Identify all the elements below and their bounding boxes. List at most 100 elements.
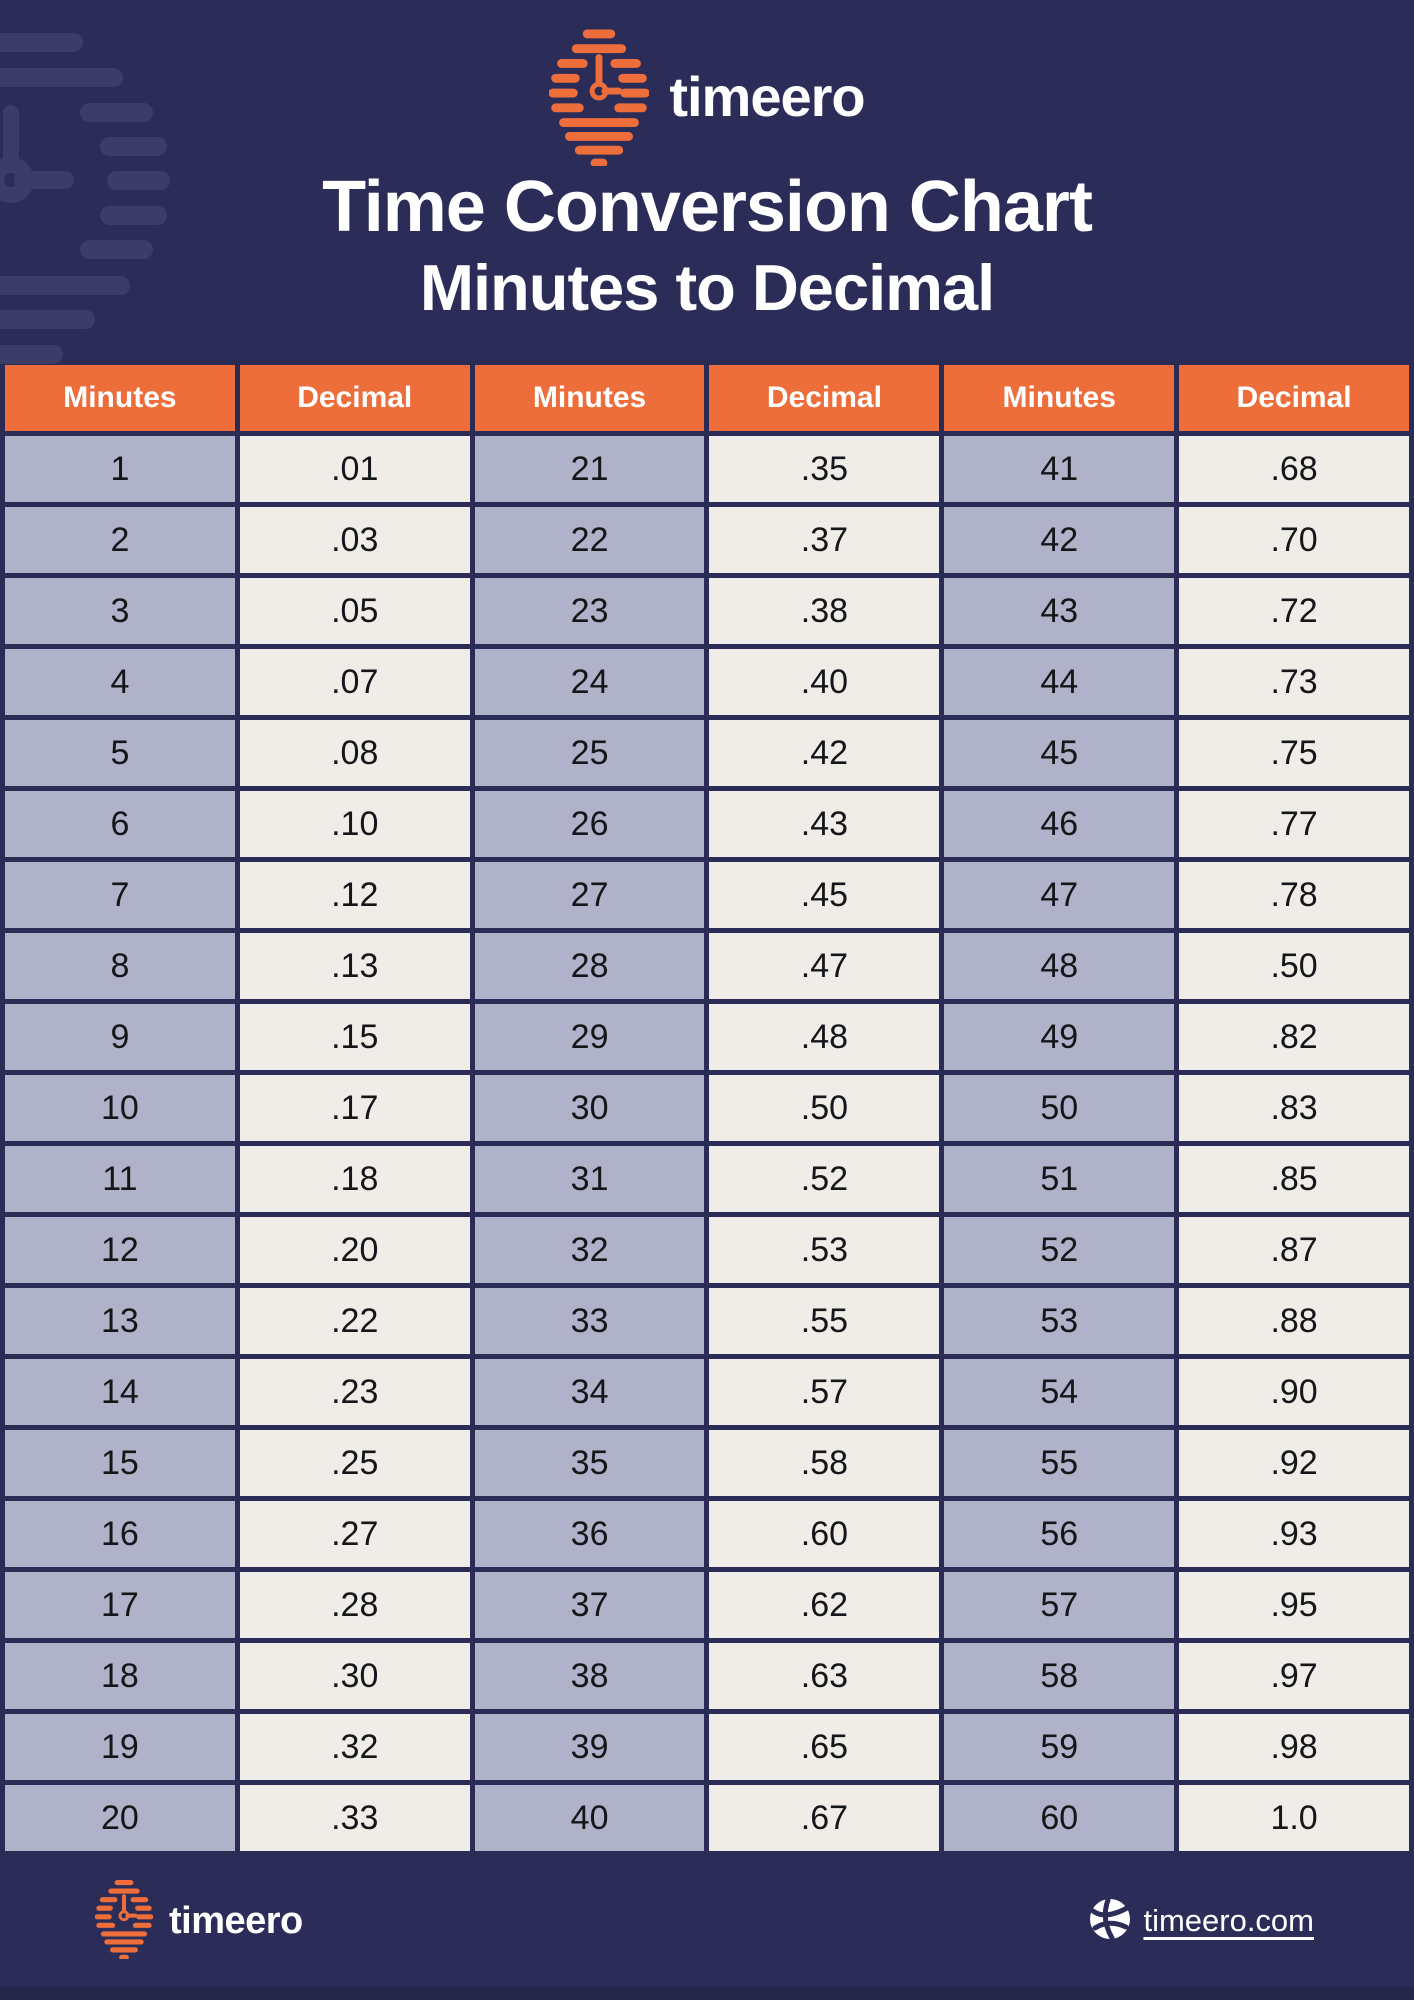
decimal-cell: .90 (1174, 1354, 1414, 1430)
minutes-cell: 17 (0, 1567, 240, 1643)
decimal-cell: .82 (1174, 999, 1414, 1075)
decimal-cell: .70 (1174, 502, 1414, 578)
table-row: 1.01 21.35 41.68 (0, 431, 1414, 507)
minutes-cell: 40 (469, 1780, 710, 1856)
table-row: 14.23 34.57 54.90 (0, 1354, 1414, 1430)
table-header-row: Minutes Decimal Minutes Decimal Minutes Decim… (0, 360, 1414, 436)
decimal-cell: .75 (1174, 715, 1414, 791)
minutes-cell: 18 (0, 1638, 240, 1714)
globe-icon (1089, 1897, 1131, 1945)
decimal-cell: .08 (234, 715, 475, 791)
page-title-line2: Minutes to Decimal (419, 250, 995, 324)
decimal-cell: .47 (704, 928, 945, 1004)
table-row: 8.13 28.47 48.50 (0, 928, 1414, 1004)
minutes-cell: 38 (469, 1638, 710, 1714)
decimal-cell: .25 (234, 1425, 475, 1501)
minutes-cell: 13 (0, 1283, 240, 1359)
table-row: 13.22 33.55 53.88 (0, 1283, 1414, 1359)
decimal-cell: .40 (704, 644, 945, 720)
minutes-cell: 30 (469, 1070, 710, 1146)
table-row: 2.03 22.37 42.70 (0, 502, 1414, 578)
decimal-cell: .50 (704, 1070, 945, 1146)
conversion-table: Minutes Decimal Minutes Decimal Minutes Decim… (0, 360, 1414, 1856)
minutes-cell: 25 (469, 715, 710, 791)
minutes-cell: 35 (469, 1425, 710, 1501)
minutes-cell: 4 (0, 644, 240, 720)
decimal-cell: .78 (1174, 857, 1414, 933)
page-title-line1: Time Conversion Chart (322, 167, 1093, 247)
minutes-cell: 56 (939, 1496, 1180, 1572)
conversion-table-section: Minutes Decimal Minutes Decimal Minutes Decim… (0, 360, 1414, 1856)
minutes-cell: 54 (939, 1354, 1180, 1430)
minutes-cell: 34 (469, 1354, 710, 1430)
decimal-cell: .07 (234, 644, 475, 720)
brand-wordmark: timeero (669, 64, 865, 128)
decimal-cell: .35 (704, 431, 945, 507)
minutes-cell: 2 (0, 502, 240, 578)
decimal-cell: .88 (1174, 1283, 1414, 1359)
decimal-cell: .28 (234, 1567, 475, 1643)
table-row: 3.05 23.38 43.72 (0, 573, 1414, 649)
table-row: 7.12 27.45 47.78 (0, 857, 1414, 933)
table-body: 1.01 21.35 41.68 2.03 22.37 42.70 3.05 23.38 43.… (0, 431, 1414, 1856)
minutes-cell: 37 (469, 1567, 710, 1643)
minutes-cell: 31 (469, 1141, 710, 1217)
decimal-cell: .65 (704, 1709, 945, 1785)
table-row: 20.33 40.67 60 1.0 (0, 1780, 1414, 1856)
decimal-cell: .43 (704, 786, 945, 862)
table-row: 18.30 38.63 58.97 (0, 1638, 1414, 1714)
column-header: Minutes (939, 360, 1180, 436)
decimal-cell: .01 (234, 431, 475, 507)
minutes-cell: 47 (939, 857, 1180, 933)
column-header: Decimal (704, 360, 945, 436)
page-header: timeero Time Conversion Chart Minutes to… (0, 0, 1414, 364)
decimal-cell: .10 (234, 786, 475, 862)
column-header: Minutes (469, 360, 710, 436)
minutes-cell: 60 (939, 1780, 1180, 1856)
minutes-cell: 8 (0, 928, 240, 1004)
minutes-cell: 33 (469, 1283, 710, 1359)
minutes-cell: 24 (469, 644, 710, 720)
minutes-cell: 27 (469, 857, 710, 933)
decimal-cell: .33 (234, 1780, 475, 1856)
decimal-cell: .72 (1174, 573, 1414, 649)
website-link[interactable]: timeero.com (1143, 1903, 1314, 1938)
minutes-cell: 12 (0, 1212, 240, 1288)
decimal-cell: .37 (704, 502, 945, 578)
minutes-cell: 16 (0, 1496, 240, 1572)
minutes-cell: 32 (469, 1212, 710, 1288)
decimal-cell: .63 (704, 1638, 945, 1714)
minutes-cell: 11 (0, 1141, 240, 1217)
decimal-cell: .83 (1174, 1070, 1414, 1146)
table-row: 5.08 25.42 45.75 (0, 715, 1414, 791)
decimal-cell: .48 (704, 999, 945, 1075)
decimal-cell: .98 (1174, 1709, 1414, 1785)
minutes-cell: 7 (0, 857, 240, 933)
minutes-cell: 19 (0, 1709, 240, 1785)
decimal-cell: .97 (1174, 1638, 1414, 1714)
decimal-cell: .93 (1174, 1496, 1414, 1572)
decimal-cell: .32 (234, 1709, 475, 1785)
minutes-cell: 51 (939, 1141, 1180, 1217)
table-row: 4.07 24.40 44.73 (0, 644, 1414, 720)
table-row: 16.27 36.60 56.93 (0, 1496, 1414, 1572)
decimal-cell: .95 (1174, 1567, 1414, 1643)
footer-website-lockup: timeero.com (1089, 1897, 1314, 1945)
table-row: 10.17 30.50 50.83 (0, 1070, 1414, 1146)
minutes-cell: 28 (469, 928, 710, 1004)
minutes-cell: 22 (469, 502, 710, 578)
decimal-cell: .45 (704, 857, 945, 933)
decimal-cell: .87 (1174, 1212, 1414, 1288)
minutes-cell: 55 (939, 1425, 1180, 1501)
column-header: Decimal (234, 360, 475, 436)
decimal-cell: .92 (1174, 1425, 1414, 1501)
minutes-cell: 29 (469, 999, 710, 1075)
decimal-cell: .38 (704, 573, 945, 649)
decimal-cell: .62 (704, 1567, 945, 1643)
footer-brand-lockup: timeero (94, 1878, 303, 1964)
column-header: Decimal (1174, 360, 1414, 436)
minutes-cell: 45 (939, 715, 1180, 791)
decimal-cell: .42 (704, 715, 945, 791)
minutes-cell: 59 (939, 1709, 1180, 1785)
minutes-cell: 43 (939, 573, 1180, 649)
